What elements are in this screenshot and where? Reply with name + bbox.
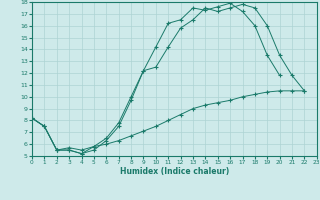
X-axis label: Humidex (Indice chaleur): Humidex (Indice chaleur) — [120, 167, 229, 176]
